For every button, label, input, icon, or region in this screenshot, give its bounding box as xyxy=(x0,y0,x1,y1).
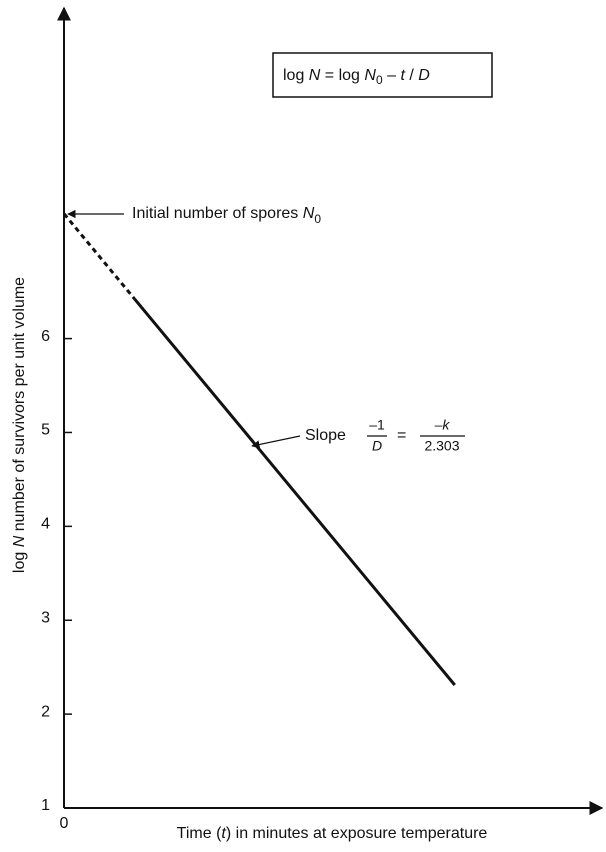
slope-label: Slope xyxy=(305,427,346,444)
x-tick-label: 0 xyxy=(60,815,69,832)
slope-numerator: –1 xyxy=(369,417,385,433)
formula: log N = log N0 – t / D xyxy=(283,67,430,87)
y-axis-label: log N number of survivors per unit volum… xyxy=(11,277,28,573)
initial-annotation: Initial number of spores N0 xyxy=(132,205,321,226)
x-axis-label: Time (t) in minutes at exposure temperat… xyxy=(177,825,488,842)
formula-box xyxy=(272,52,493,98)
y-tick-label: 5 xyxy=(41,422,50,439)
y-tick-label: 3 xyxy=(41,609,50,626)
slope-equals: = xyxy=(397,427,406,444)
y-tick-label: 2 xyxy=(41,703,50,720)
y-tick-label: 1 xyxy=(41,797,50,814)
slope-denominator: D xyxy=(372,438,382,454)
slope-denominator: 2.303 xyxy=(424,438,459,454)
line xyxy=(133,298,456,686)
y-tick-label: 6 xyxy=(41,328,50,345)
slope-numerator: –k xyxy=(434,417,451,433)
annotation-arrow xyxy=(251,435,301,449)
y-tick-label: 4 xyxy=(41,516,50,533)
line xyxy=(62,212,136,301)
